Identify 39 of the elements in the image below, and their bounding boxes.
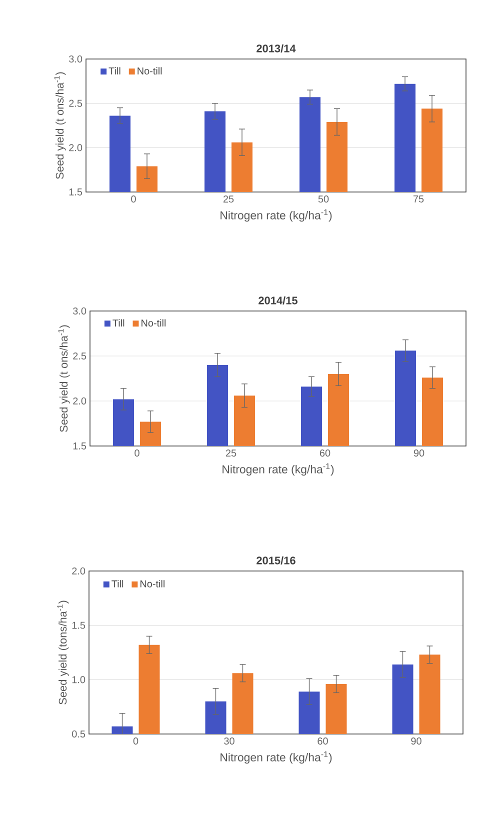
x-tick-label: 60: [318, 738, 328, 745]
y-axis-title: Seed yield (t ons/ha$^{-1}$): [54, 72, 66, 179]
y-tick-label: 2.0: [72, 567, 86, 575]
y-tick-label: 3.0: [73, 307, 86, 315]
x-tick-label: 0: [134, 450, 140, 457]
y-tick-label: 1.0: [72, 676, 86, 684]
x-tick-label: 50: [318, 196, 329, 203]
x-tick-label: 30: [224, 738, 234, 745]
y-tick-label: 1.5: [73, 442, 86, 450]
x-tick-label: 0: [131, 196, 136, 203]
y-tick-label: 3.0: [69, 55, 82, 63]
x-tick-label: 60: [320, 450, 330, 457]
y-tick-label: 2.0: [73, 397, 86, 405]
x-tick-label: 0: [133, 738, 138, 745]
legend-label: Till: [112, 319, 124, 326]
x-axis-title: Nitrogen rate (kg/ha$^{-1}$): [220, 751, 332, 764]
x-tick-label: 25: [223, 196, 234, 203]
chart-title: 2014/15: [258, 296, 298, 304]
x-tick-label: 90: [411, 738, 422, 745]
chart-title: 2015/16: [256, 556, 296, 564]
legend-label: Till: [112, 580, 124, 588]
y-tick-label: 1.5: [69, 188, 82, 196]
y-tick-label: 0.5: [72, 730, 86, 738]
legend-label: Till: [108, 67, 120, 74]
x-axis-title: Nitrogen rate (kg/ha$^{-1}$): [220, 209, 332, 222]
y-tick-label: 2.5: [69, 100, 82, 107]
legend-label: No-till: [138, 67, 162, 74]
x-tick-label: 90: [414, 450, 424, 457]
x-axis-title: Nitrogen rate (kg/ha$^{-1}$): [222, 463, 334, 476]
chart-title: 2013/14: [256, 44, 296, 52]
x-tick-label: 25: [226, 450, 236, 457]
y-tick-label: 2.0: [69, 144, 82, 152]
legend-label: No-till: [140, 580, 164, 588]
y-axis-title: Seed yield (t ons/ha$^{-1}$): [58, 325, 70, 432]
y-axis-title: Seed yield (tons/ha$^{-1}$): [57, 600, 69, 704]
y-tick-label: 1.5: [72, 622, 86, 629]
x-tick-label: 75: [413, 196, 424, 202]
legend-label: No-till: [142, 319, 166, 327]
y-tick-label: 2.5: [73, 352, 86, 360]
